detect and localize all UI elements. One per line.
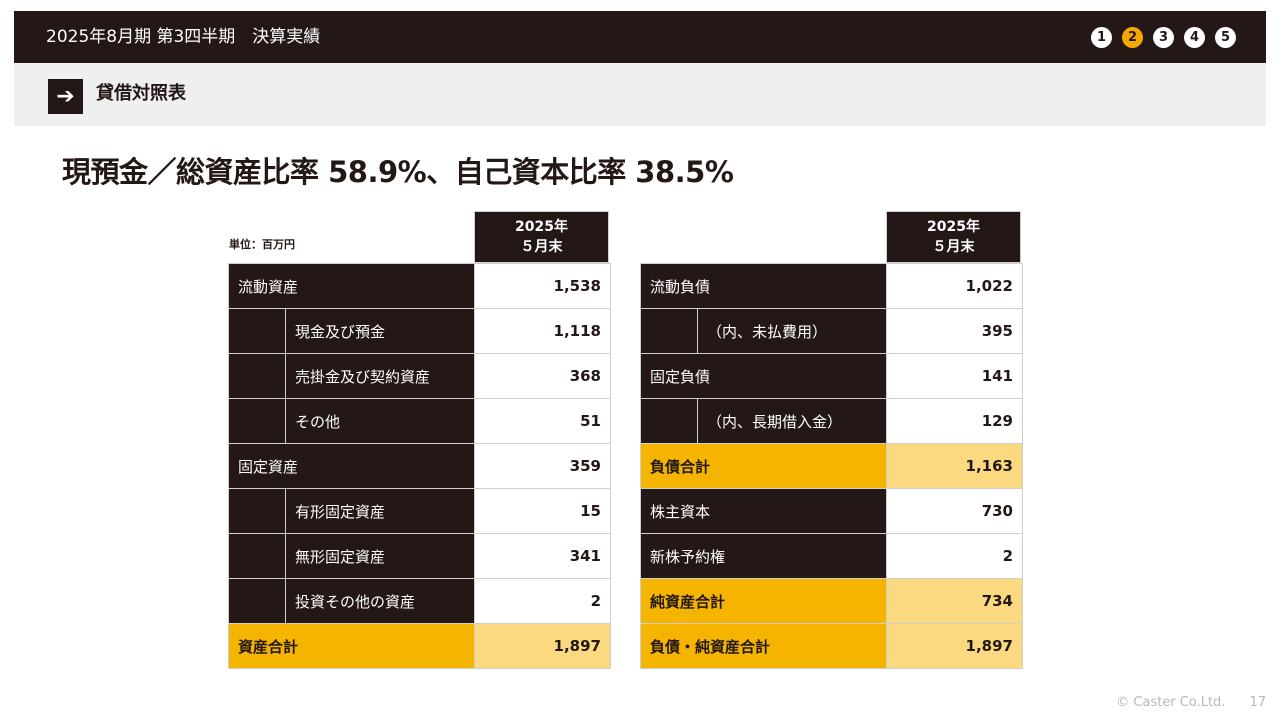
row-label: 流動資産	[228, 263, 475, 309]
indent-cell	[228, 353, 286, 399]
row-value: 129	[886, 398, 1023, 444]
indent-cell	[228, 488, 286, 534]
row-value: 1,538	[474, 263, 611, 309]
row-value: 141	[886, 353, 1023, 399]
row-label: 売掛金及び契約資産	[285, 353, 475, 399]
row-label: 有形固定資産	[285, 488, 475, 534]
row-value: 368	[474, 353, 611, 399]
column-header-year: 2025年	[927, 219, 980, 235]
table-row: 流動負債 1,022	[640, 263, 1023, 309]
table-row: 現金及び預金 1,118	[228, 308, 611, 354]
row-label: 純資産合計	[640, 578, 887, 624]
step-dot: 2	[1122, 27, 1143, 48]
table-row: その他 51	[228, 398, 611, 444]
table-row: （内、未払費用） 395	[640, 308, 1023, 354]
column-header-month: ５月末	[932, 239, 975, 255]
indent-cell	[640, 308, 698, 354]
section-bar: ➔ 貸借対照表	[14, 63, 1266, 126]
table-row: 株主資本 730	[640, 488, 1023, 534]
row-label: 流動負債	[640, 263, 887, 309]
row-value: 359	[474, 443, 611, 489]
row-value: 1,118	[474, 308, 611, 354]
footer: © Caster Co.Ltd. 17	[1116, 695, 1266, 710]
unit-label: 単位：百万円	[229, 238, 295, 251]
column-header-month: ５月末	[520, 239, 563, 255]
row-label: 負債・純資産合計	[640, 623, 887, 669]
indent-cell	[640, 398, 698, 444]
table-row: 資産合計 1,897	[228, 623, 611, 669]
row-value: 1,163	[886, 443, 1023, 489]
assets-column-header: 2025年 ５月末	[474, 211, 609, 263]
liabilities-column-header: 2025年 ５月末	[886, 211, 1021, 263]
row-value: 51	[474, 398, 611, 444]
row-value: 2	[474, 578, 611, 624]
row-label: 株主資本	[640, 488, 887, 534]
table-row: 新株予約権 2	[640, 533, 1023, 579]
table-row: 固定負債 141	[640, 353, 1023, 399]
table-row: 純資産合計 734	[640, 578, 1023, 624]
liabilities-table: 流動負債 1,022 （内、未払費用） 395 固定負債 141 （内、長期借入金） 129 負…	[640, 263, 1023, 669]
copyright: © Caster Co.Ltd.	[1116, 695, 1226, 710]
indent-cell	[228, 308, 286, 354]
table-row: 固定資産 359	[228, 443, 611, 489]
table-row: 売掛金及び契約資産 368	[228, 353, 611, 399]
page-number: 17	[1249, 695, 1266, 710]
column-header-year: 2025年	[515, 219, 568, 235]
row-value: 1,897	[886, 623, 1023, 669]
row-value: 730	[886, 488, 1023, 534]
row-label: 負債合計	[640, 443, 887, 489]
row-label: （内、長期借入金）	[697, 398, 887, 444]
assets-table: 流動資産 1,538 現金及び預金 1,118 売掛金及び契約資産 368 その他 51 固定資…	[228, 263, 611, 669]
row-label: （内、未払費用）	[697, 308, 887, 354]
table-row: 負債合計 1,163	[640, 443, 1023, 489]
row-value: 734	[886, 578, 1023, 624]
row-label: その他	[285, 398, 475, 444]
table-row: 無形固定資産 341	[228, 533, 611, 579]
step-dot: 4	[1184, 27, 1205, 48]
row-label: 資産合計	[228, 623, 475, 669]
table-row: 流動資産 1,538	[228, 263, 611, 309]
table-row: （内、長期借入金） 129	[640, 398, 1023, 444]
row-value: 341	[474, 533, 611, 579]
row-value: 395	[886, 308, 1023, 354]
step-dot: 3	[1153, 27, 1174, 48]
arrow-right-icon: ➔	[48, 79, 83, 114]
step-dot: 5	[1215, 27, 1236, 48]
row-label: 固定負債	[640, 353, 887, 399]
indent-cell	[228, 398, 286, 444]
row-label: 無形固定資産	[285, 533, 475, 579]
row-value: 1,897	[474, 623, 611, 669]
report-title: 2025年8月期 第3四半期 決算実績	[46, 27, 321, 47]
indent-cell	[228, 578, 286, 624]
section-title: 貸借対照表	[96, 83, 186, 104]
row-label: 固定資産	[228, 443, 475, 489]
table-row: 有形固定資産 15	[228, 488, 611, 534]
table-row: 負債・純資産合計 1,897	[640, 623, 1023, 669]
step-dot: 1	[1091, 27, 1112, 48]
row-label: 現金及び預金	[285, 308, 475, 354]
row-label: 投資その他の資産	[285, 578, 475, 624]
table-row: 投資その他の資産 2	[228, 578, 611, 624]
row-value: 15	[474, 488, 611, 534]
row-label: 新株予約権	[640, 533, 887, 579]
row-value: 1,022	[886, 263, 1023, 309]
headline: 現預金／総資産比率 58.9%、自己資本比率 38.5%	[62, 155, 734, 189]
indent-cell	[228, 533, 286, 579]
row-value: 2	[886, 533, 1023, 579]
